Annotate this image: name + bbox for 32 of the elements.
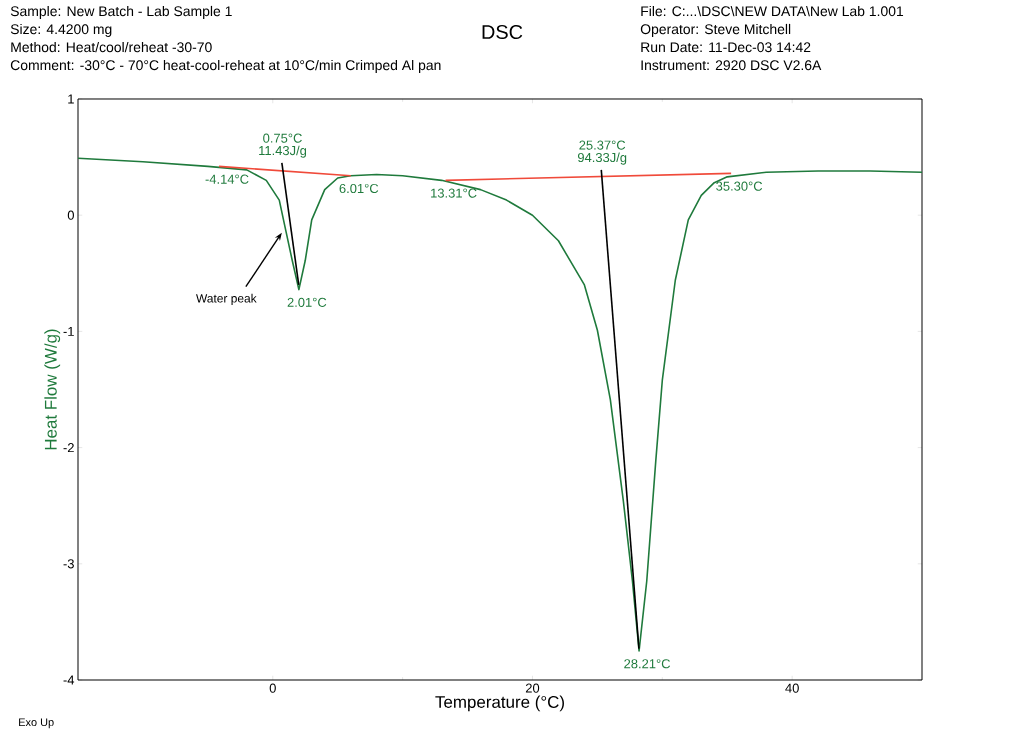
y-tick-label: -4 [63,675,75,685]
annotation: 25.37°C [579,140,626,150]
y-tick-label: -1 [63,326,74,336]
y-tick-label: -2 [63,443,74,453]
text: File: C:...\DSC\NEW DATA\New Lab 1.001 [641,5,904,17]
text: Size: 4.4200 mg [10,23,112,37]
x-tick-label: 20 [525,683,540,693]
annotation: 6.01°C [339,183,379,194]
y-axis-title: Heat Flow (W/g) [44,329,61,450]
annotation: -4.14°C [205,174,249,184]
text: Operator: Steve Mitchell [640,23,791,37]
text: Run Date: 11-Dec-03 14:42 [641,42,811,53]
annotation: 2.01°C [287,297,327,307]
annotation: 13.31°C [431,188,477,198]
x-tick-label: 40 [785,683,799,693]
annotation: 35.30°C [716,181,763,191]
y-tick-label: -3 [63,559,74,569]
chart-title: DSC [482,24,523,40]
text: Method: Heat/cool/reheat -30-70 [11,41,212,53]
annotation: 94.33J/g [577,152,627,165]
text: Comment: -30°C - 70°C heat-cool-reheat at 10°C/min Crimped Al pan [10,59,441,73]
text: Sample: New Batch - Lab Sample 1 [10,5,232,19]
annotation: 0.75°C [263,133,302,143]
x-tick-label: 0 [269,683,276,693]
x-axis-title: Temperature (°C) [435,695,564,712]
text: Instrument: 2920 DSC V2.6A [641,60,822,71]
annotation: 28.21°C [624,659,671,669]
y-tick-label: 0 [67,210,74,220]
annotation: 11.43J/g [259,145,307,158]
text: Exo Up [19,718,54,729]
annotation: Water peak [196,293,257,305]
y-tick-label: 1 [68,94,74,104]
